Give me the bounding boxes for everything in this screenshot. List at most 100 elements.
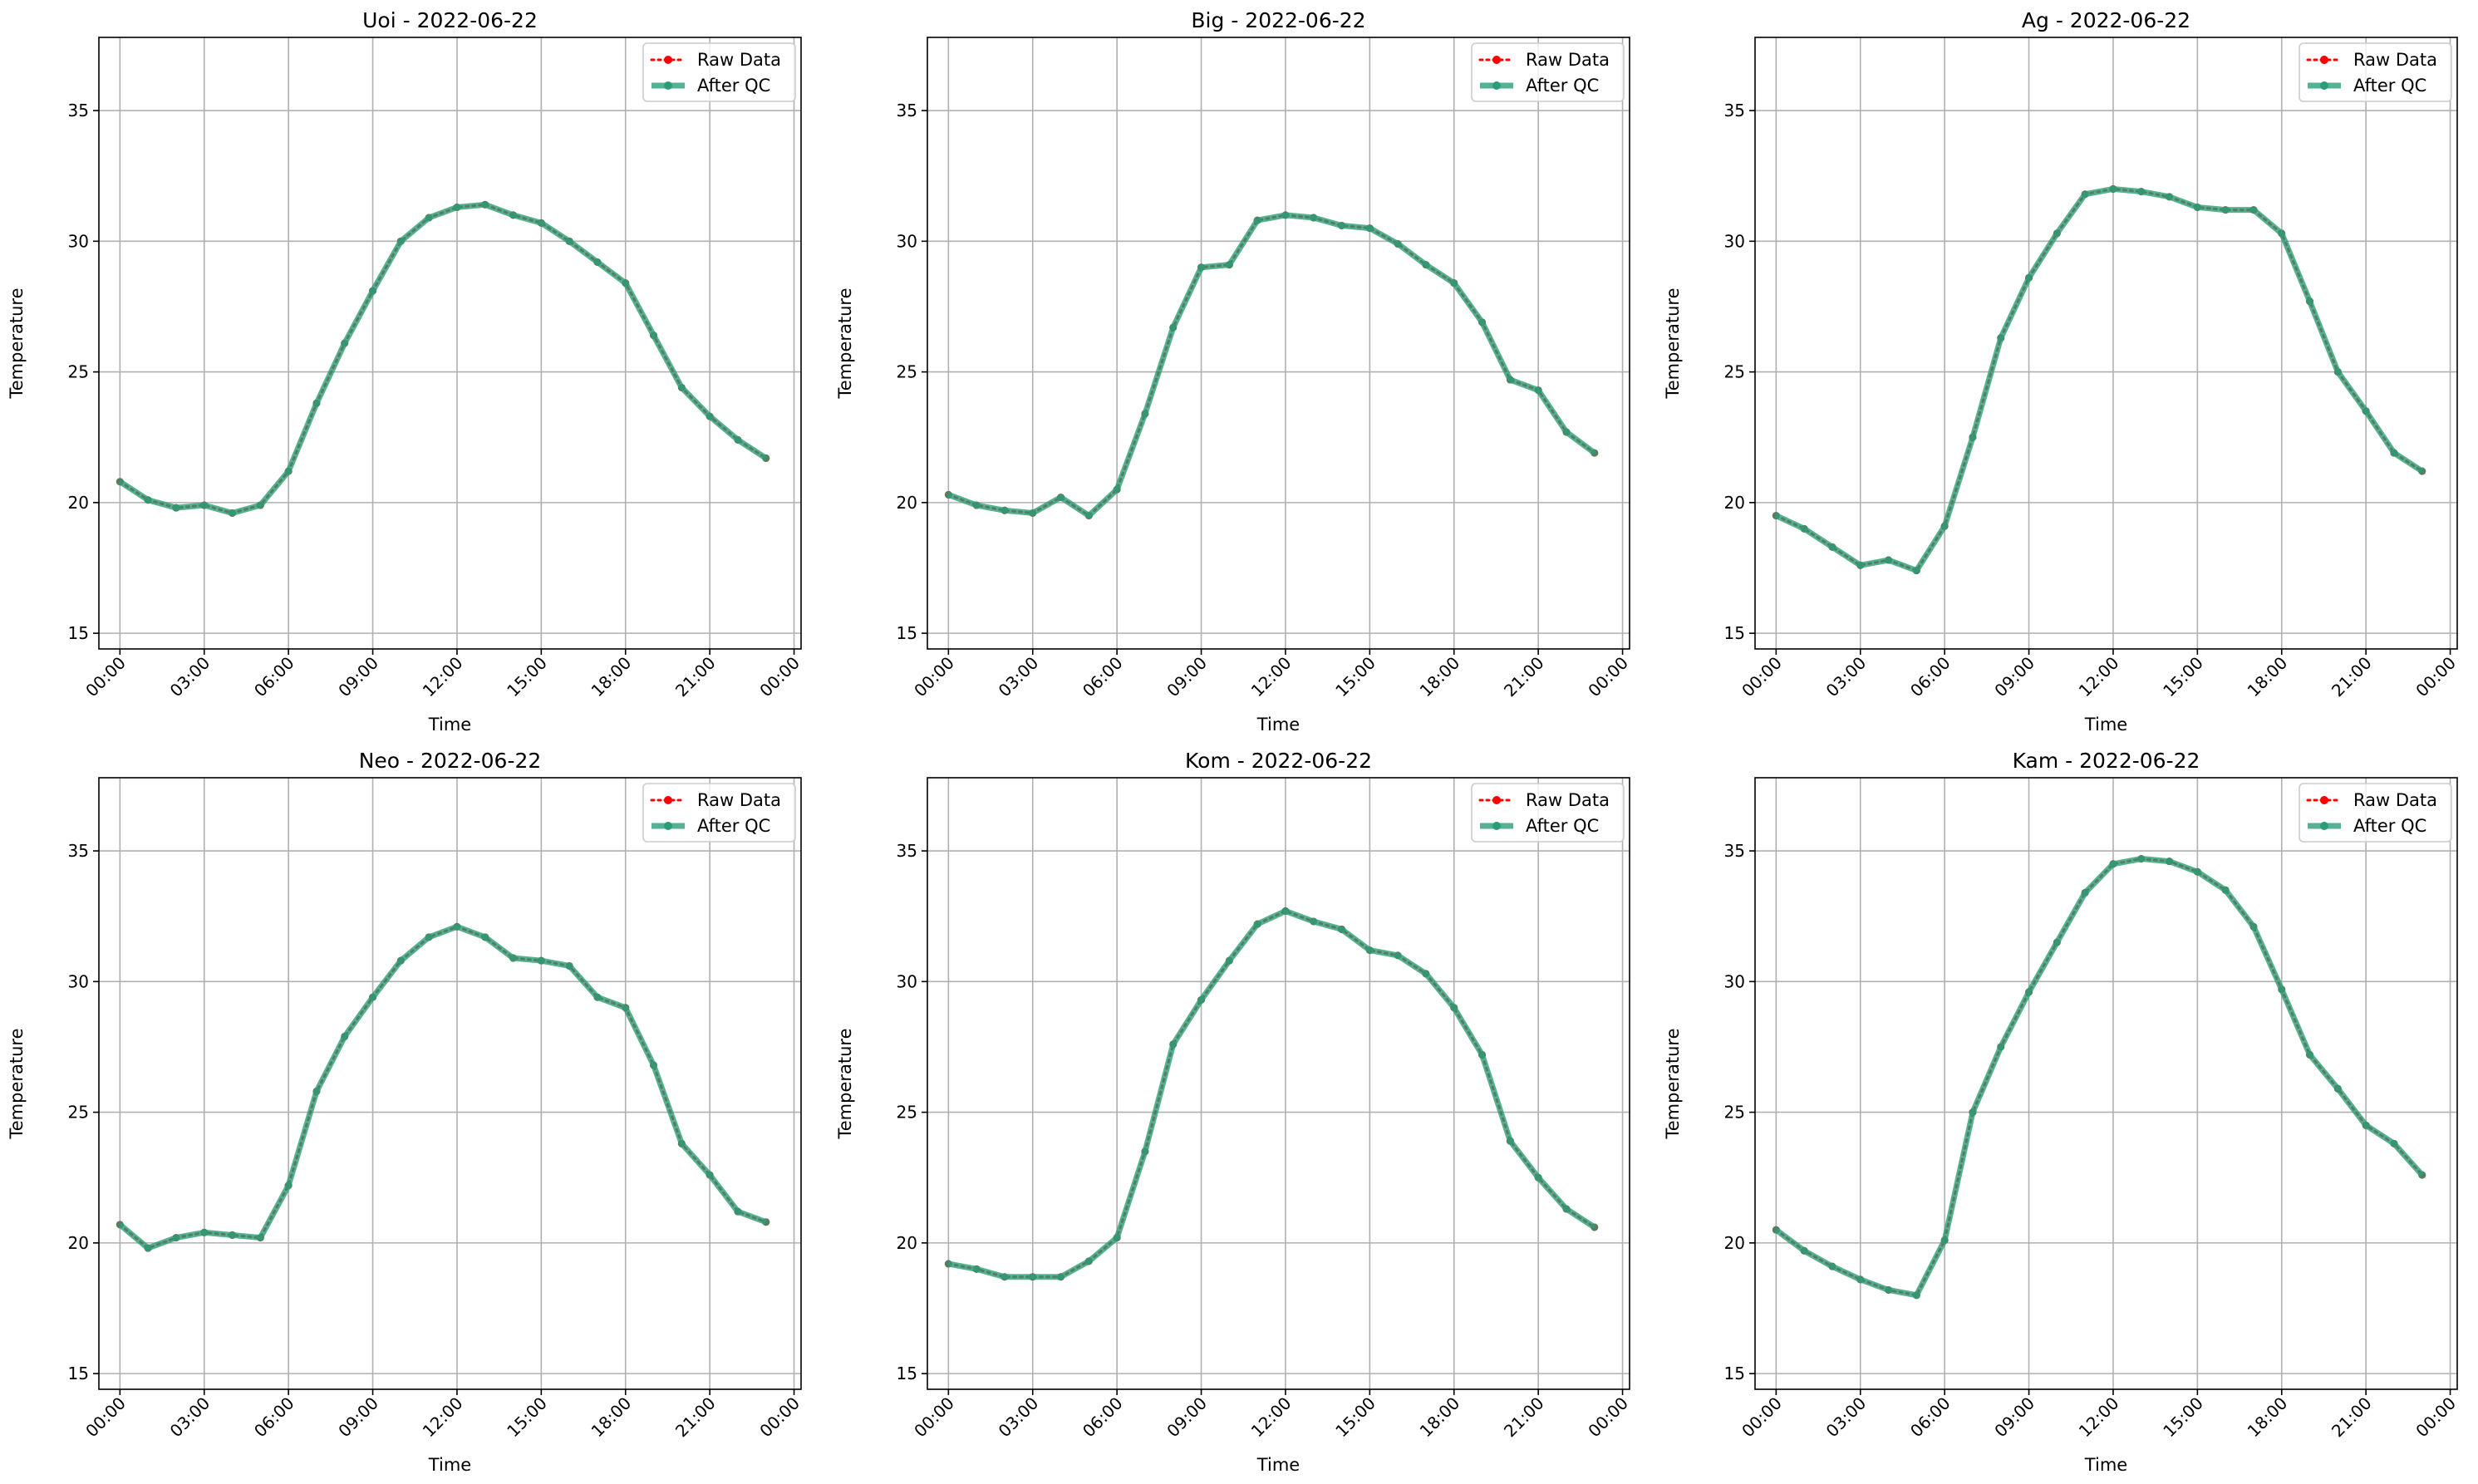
x-tick-label: 09:00: [334, 1393, 382, 1442]
y-tick-label: 20: [1724, 493, 1745, 513]
legend-after-qc-label: After QC: [2353, 76, 2426, 96]
legend-after-qc-marker: [2320, 822, 2328, 830]
x-tick-label: 21:00: [2328, 1393, 2376, 1442]
after-qc-point: [144, 1244, 152, 1252]
after-qc-line: [1774, 856, 2425, 1299]
x-tick-label: 06:00: [1906, 653, 1954, 701]
plot-frame: [927, 37, 1630, 650]
y-tick-label: 15: [897, 623, 917, 643]
x-tick-label: 12:00: [2075, 653, 2123, 701]
plot-frame: [98, 37, 802, 650]
after-qc-point: [284, 1182, 293, 1190]
after-qc-point: [1534, 1173, 1542, 1182]
after-qc-point: [565, 237, 573, 245]
after-qc-point: [1772, 512, 1780, 520]
x-tick-label: 18:00: [588, 653, 636, 701]
after-qc-point: [2390, 449, 2398, 457]
after-qc-point: [2390, 1139, 2398, 1147]
after-qc-point: [1281, 211, 1290, 219]
after-qc-point: [312, 399, 321, 407]
after-qc-point: [256, 501, 264, 509]
after-qc-point: [2109, 184, 2117, 193]
after-qc-point: [1141, 1147, 1149, 1156]
x-tick-label: 15:00: [503, 653, 551, 701]
after-qc-point: [622, 1004, 630, 1012]
after-qc-point: [1969, 433, 1977, 441]
after-qc-point: [341, 1032, 349, 1040]
after-qc-point: [172, 504, 180, 512]
after-qc-point: [453, 922, 461, 931]
x-tick-label: 12:00: [2075, 1393, 2123, 1442]
after-qc-point: [1534, 386, 1542, 395]
after-qc-point: [734, 1207, 742, 1216]
x-tick-label: 00:00: [2412, 653, 2460, 701]
x-tick-label: 00:00: [1584, 1393, 1632, 1442]
after-qc-point: [1591, 1223, 1599, 1231]
after-qc-point: [1338, 925, 1346, 933]
x-tick-label: 00:00: [755, 1393, 804, 1442]
after-qc-point: [972, 1265, 981, 1273]
legend-after-qc-marker: [664, 81, 672, 90]
after-qc-point: [396, 237, 405, 245]
after-qc-point: [229, 509, 237, 517]
y-tick-label: 35: [1724, 101, 1745, 120]
x-tick-label: 03:00: [995, 1393, 1043, 1442]
legend-after-qc-label: After QC: [697, 816, 770, 836]
after-qc-point: [677, 1139, 686, 1147]
legend: Raw Data After QC: [2299, 42, 2452, 102]
x-tick-label: 15:00: [2159, 653, 2207, 701]
y-axis-label: Temperature: [1663, 287, 1683, 399]
after-qc-point: [1310, 214, 1318, 222]
legend: Raw Data After QC: [1471, 42, 1625, 102]
y-tick-label: 25: [68, 1103, 89, 1123]
after-qc-point: [200, 1228, 209, 1236]
after-qc-point: [116, 478, 124, 486]
x-tick-label: 03:00: [166, 653, 214, 701]
x-tick-label: 00:00: [81, 653, 130, 701]
after-qc-point: [1365, 946, 1374, 955]
after-qc-point: [1591, 449, 1599, 457]
y-tick-label: 20: [68, 493, 89, 513]
after-qc-point: [2166, 193, 2174, 201]
legend-after-qc-marker: [1492, 81, 1501, 90]
legend-raw-data-marker: [1492, 56, 1501, 64]
after-qc-point: [144, 496, 152, 504]
after-qc-point: [172, 1234, 180, 1242]
after-qc-point: [256, 1234, 264, 1242]
after-qc-point: [1506, 376, 1514, 384]
after-qc-point: [1450, 1004, 1458, 1012]
after-qc-point: [509, 211, 518, 219]
after-qc-line: [118, 923, 767, 1251]
x-tick-label: 00:00: [910, 1393, 958, 1442]
after-qc-point: [1001, 1273, 1009, 1281]
after-qc-point: [2249, 206, 2258, 214]
after-qc-point: [1394, 239, 1402, 248]
x-tick-label: 15:00: [2159, 1393, 2207, 1442]
after-qc-point: [1029, 509, 1037, 517]
legend: Raw Data After QC: [1471, 783, 1625, 843]
chart-panel-1: 15 20 25 30 35 00:00 03:00 06:00 09:00 12:00 15:00…: [7, 8, 804, 735]
after-qc-point: [1422, 261, 1430, 269]
after-qc-point: [200, 501, 209, 509]
after-qc-point: [2081, 190, 2089, 199]
after-qc-point: [1197, 263, 1206, 272]
chart-title: Big - 2022-06-22: [1191, 8, 1365, 32]
legend-raw-data-label: Raw Data: [1526, 790, 1610, 810]
y-tick-label: 35: [68, 841, 89, 861]
x-tick-label: 06:00: [250, 653, 298, 701]
plot-frame: [1754, 777, 2458, 1390]
legend-raw-data-marker: [2320, 56, 2328, 64]
legend-raw-data-label: Raw Data: [1526, 50, 1610, 70]
y-tick-label: 20: [1724, 1233, 1745, 1253]
after-qc-point: [425, 214, 433, 222]
y-tick-label: 30: [68, 971, 89, 991]
y-tick-label: 15: [1724, 1364, 1745, 1383]
after-qc-point: [425, 933, 433, 941]
after-qc-point: [1912, 1291, 1920, 1300]
x-tick-label: 00:00: [1738, 653, 1786, 701]
after-qc-point: [677, 383, 686, 391]
legend-after-qc-marker: [664, 822, 672, 830]
y-tick-label: 25: [897, 1103, 917, 1123]
after-qc-line: [118, 201, 768, 516]
